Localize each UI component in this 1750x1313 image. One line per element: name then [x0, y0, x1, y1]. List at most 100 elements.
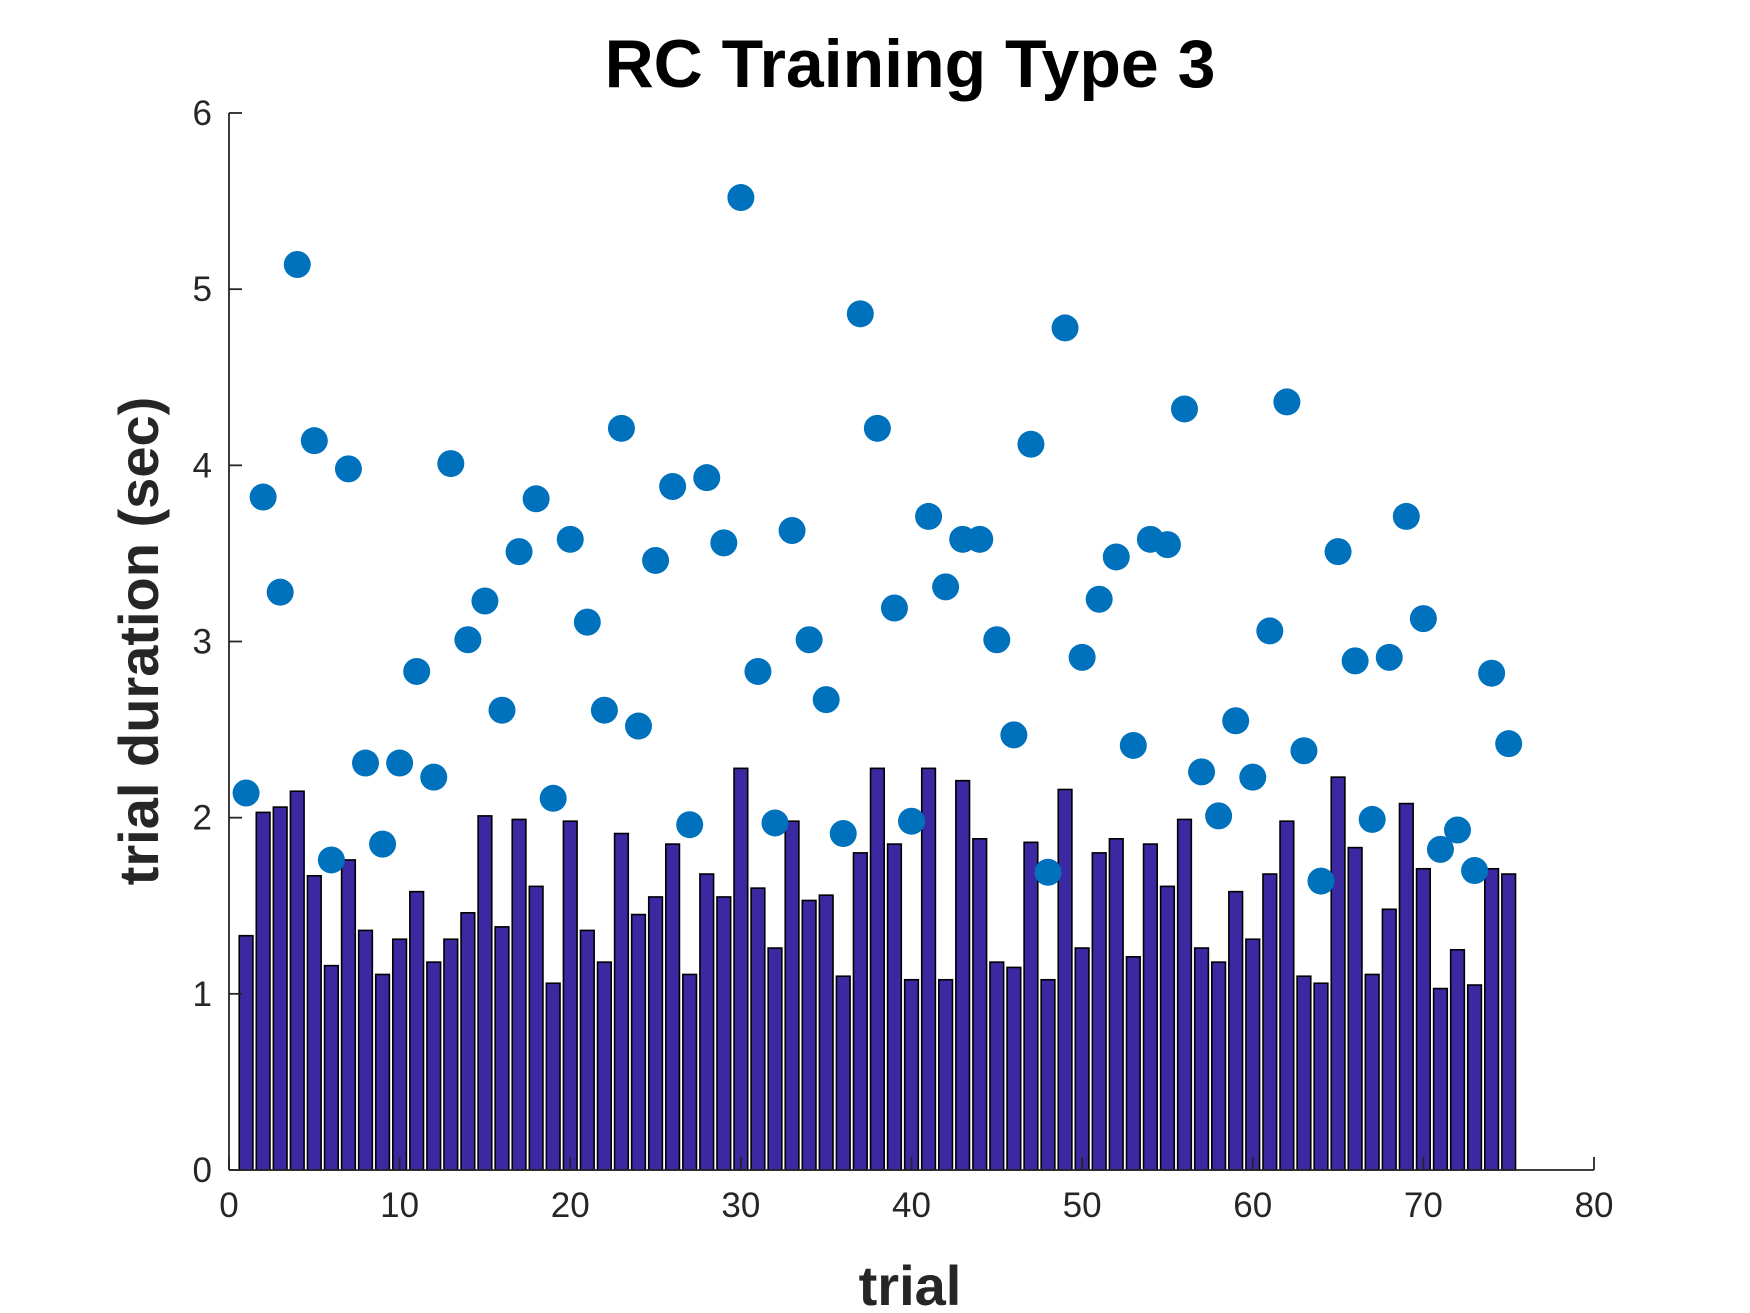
point-trial-20: [556, 525, 584, 553]
bar-trial-47: [1023, 841, 1039, 1171]
point-trial-45: [983, 626, 1011, 654]
point-trial-4: [283, 251, 311, 279]
bar-trial-4: [289, 790, 305, 1171]
y-axis-label: trial duration (sec): [107, 397, 170, 886]
bar-trial-43: [955, 779, 971, 1171]
bar-trial-19: [545, 982, 561, 1171]
bar-trial-73: [1466, 984, 1483, 1171]
point-trial-30: [727, 184, 755, 212]
point-trial-12: [420, 763, 448, 791]
bar-trial-10: [391, 938, 408, 1171]
point-trial-29: [710, 529, 738, 557]
y-tick-label: 2: [193, 799, 212, 838]
point-trial-73: [1461, 857, 1489, 885]
point-trial-37: [846, 300, 874, 328]
bar-trial-28: [699, 873, 715, 1171]
point-trial-6: [317, 846, 345, 874]
point-trial-13: [437, 450, 465, 478]
point-trial-21: [573, 608, 601, 636]
bar-trial-64: [1313, 982, 1329, 1171]
scatter-series: [232, 184, 1523, 895]
bar-trial-41: [920, 767, 937, 1171]
point-trial-14: [454, 626, 482, 654]
bar-trial-53: [1125, 956, 1141, 1171]
bar-trial-27: [682, 973, 698, 1171]
x-tick-label: 0: [219, 1186, 238, 1225]
bar-trial-67: [1364, 973, 1380, 1171]
point-trial-50: [1068, 643, 1096, 671]
point-trial-1: [232, 779, 260, 807]
bar-trial-20: [562, 820, 578, 1171]
bar-trial-65: [1330, 776, 1346, 1171]
point-trial-19: [539, 784, 567, 812]
point-trial-15: [471, 587, 499, 615]
point-trial-46: [1000, 721, 1028, 749]
bar-trial-29: [716, 896, 732, 1171]
bar-trial-55: [1159, 885, 1176, 1171]
bar-trial-50: [1074, 947, 1090, 1171]
point-trial-58: [1205, 802, 1233, 830]
bar-trial-30: [733, 767, 749, 1171]
point-trial-40: [898, 807, 925, 835]
point-trial-66: [1341, 647, 1369, 675]
bar-trial-62: [1279, 820, 1295, 1171]
point-trial-71: [1426, 835, 1454, 863]
point-trial-56: [1171, 395, 1198, 423]
x-tick-label: 40: [892, 1186, 931, 1225]
point-trial-60: [1239, 763, 1267, 791]
bar-trial-42: [937, 978, 954, 1171]
bar-trial-1: [238, 934, 254, 1171]
x-axis-label: trial: [859, 1254, 962, 1313]
bar-trial-58: [1211, 961, 1227, 1171]
bar-trial-56: [1176, 818, 1193, 1171]
point-trial-67: [1358, 805, 1386, 833]
point-trial-69: [1392, 502, 1420, 530]
point-trial-36: [829, 820, 857, 848]
point-trial-2: [249, 483, 277, 511]
bar-trial-52: [1108, 838, 1124, 1171]
bar-trial-24: [630, 913, 647, 1171]
bar-trial-23: [613, 832, 630, 1171]
bar-trial-31: [750, 887, 766, 1171]
bar-trial-22: [596, 961, 612, 1171]
point-trial-53: [1119, 731, 1147, 759]
point-trial-65: [1324, 538, 1352, 566]
bar-trial-60: [1245, 938, 1261, 1171]
point-trial-18: [522, 485, 550, 513]
bar-trial-21: [579, 929, 595, 1171]
point-trial-68: [1375, 643, 1403, 671]
point-trial-49: [1051, 314, 1079, 342]
point-trial-39: [880, 594, 908, 622]
point-trial-22: [590, 696, 618, 724]
bar-trial-6: [323, 964, 339, 1171]
point-trial-25: [642, 546, 670, 574]
bar-trial-36: [835, 975, 851, 1171]
bar-trial-44: [972, 838, 988, 1171]
bar-trial-33: [784, 820, 800, 1171]
bar-trial-40: [903, 978, 920, 1171]
bar-trial-26: [664, 843, 681, 1171]
point-trial-3: [266, 578, 294, 606]
bar-trial-45: [989, 961, 1005, 1171]
point-trial-28: [693, 464, 721, 492]
bar-trial-35: [818, 894, 834, 1171]
bar-trial-66: [1347, 846, 1363, 1171]
bar-trial-17: [511, 818, 527, 1171]
bar-trial-25: [647, 896, 664, 1171]
point-trial-72: [1444, 816, 1471, 844]
bar-series: [238, 767, 1517, 1171]
bar-trial-13: [443, 938, 459, 1171]
bar-trial-18: [528, 885, 544, 1171]
y-tick-label: 0: [193, 1151, 212, 1190]
point-trial-61: [1256, 617, 1284, 645]
bar-trial-46: [1006, 966, 1022, 1171]
bar-trial-8: [357, 929, 374, 1171]
bar-trial-57: [1193, 947, 1210, 1171]
bar-trial-70: [1415, 867, 1432, 1171]
point-trial-48: [1034, 858, 1062, 886]
bar-trial-68: [1381, 908, 1397, 1171]
point-trial-33: [778, 517, 806, 545]
point-trial-52: [1102, 543, 1130, 571]
point-trial-59: [1222, 707, 1250, 735]
point-trial-16: [488, 696, 516, 724]
